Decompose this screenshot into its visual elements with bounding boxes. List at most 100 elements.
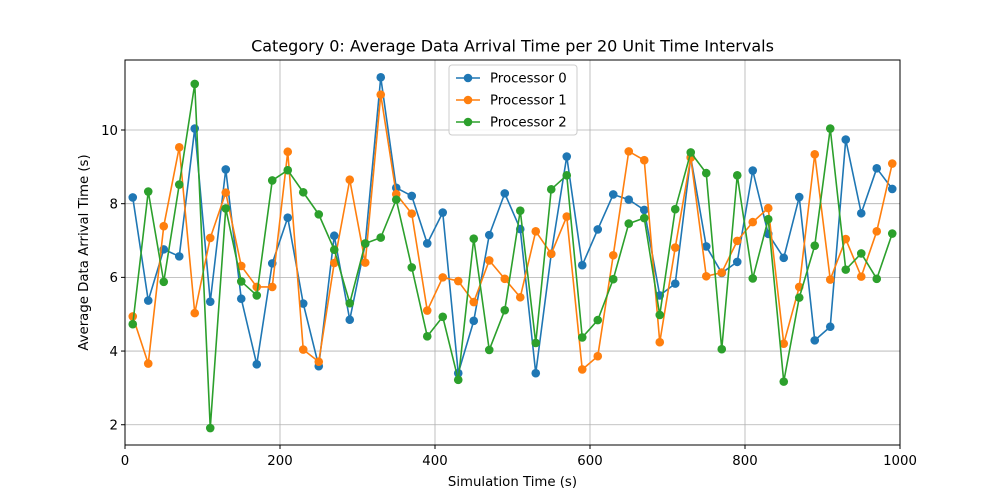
data-point [531,227,541,236]
data-point [531,338,541,348]
data-point [360,258,370,267]
data-point [825,124,835,133]
data-point [717,268,727,277]
legend-label: Processor 0 [490,72,567,87]
data-point [221,165,231,174]
data-point [345,315,355,325]
data-point [748,217,758,227]
data-point [422,239,432,248]
data-point [391,195,401,204]
series-processor-2 [128,79,897,433]
data-point [469,234,479,243]
data-point [252,291,262,300]
x-tick-label: 1000 [883,454,917,469]
data-point [376,233,386,242]
data-point [732,171,742,180]
data-point [593,315,603,325]
data-point [484,230,494,240]
data-point [810,150,820,159]
legend-label: Processor 2 [490,116,567,131]
legend: Processor 0 Processor 1 Processor 2 [448,64,578,136]
data-point [593,225,603,234]
data-point [221,204,231,213]
data-point [128,193,138,202]
series-line [131,76,893,374]
data-point [283,213,293,222]
data-point [515,292,525,302]
data-point [608,274,618,284]
data-point [779,339,789,348]
data-point [360,239,370,248]
y-tick-label: 2 [110,419,118,434]
data-point [562,171,572,180]
data-point [190,308,200,318]
x-axis: 0 200 400 600 800 1000 [121,445,917,469]
data-point [608,250,618,260]
data-point [469,297,479,307]
data-point [748,274,758,283]
data-point [763,214,773,224]
x-tick-label: 600 [577,454,602,469]
data-point [655,337,665,347]
data-point [283,165,293,175]
data-point [825,275,835,284]
data-point [159,277,169,287]
data-point [639,213,649,223]
data-point [174,143,184,152]
data-point [469,316,479,326]
data-point [639,155,649,165]
data-point [221,188,231,197]
x-tick-label: 800 [732,454,757,469]
data-point [686,148,696,157]
data-point [732,236,742,246]
data-point [438,208,448,217]
data-point [841,265,851,274]
data-point [500,274,510,284]
data-point [608,190,618,199]
data-point [267,176,277,185]
data-point [283,147,293,157]
data-point [453,276,463,286]
y-tick-label: 6 [110,271,118,286]
data-point [577,365,587,374]
data-point [562,152,572,161]
data-point [624,147,634,156]
data-point [453,375,463,385]
y-tick-label: 10 [101,124,118,139]
data-point [438,312,448,322]
data-point [205,297,215,306]
data-point [345,298,355,308]
data-point [624,219,634,228]
data-point [624,195,634,204]
data-point [810,241,820,250]
y-axis: 2 4 6 8 10 [101,124,125,434]
data-point [701,168,711,178]
data-point [298,187,308,197]
data-point [329,245,339,255]
data-point [670,204,680,214]
data-point [825,322,835,332]
data-point [546,249,556,259]
x-tick-label: 200 [267,454,292,469]
data-point [376,73,386,82]
data-point [128,312,138,321]
legend-marker [463,117,473,127]
data-point [407,191,417,201]
data-point [267,282,277,292]
data-point [717,344,727,354]
legend-box [448,64,578,136]
data-point [794,192,804,202]
data-point [593,351,603,361]
x-tick-label: 0 [121,454,129,469]
data-point [422,332,432,341]
legend-item: Processor 0 [456,72,567,87]
y-axis-label: Average Data Arrival Time (s) [77,154,92,350]
data-point [329,258,339,268]
data-point [143,187,153,196]
data-point [205,423,215,433]
data-point [546,185,556,194]
y-tick-label: 4 [110,345,118,360]
data-point [143,359,153,368]
data-point [841,135,851,144]
